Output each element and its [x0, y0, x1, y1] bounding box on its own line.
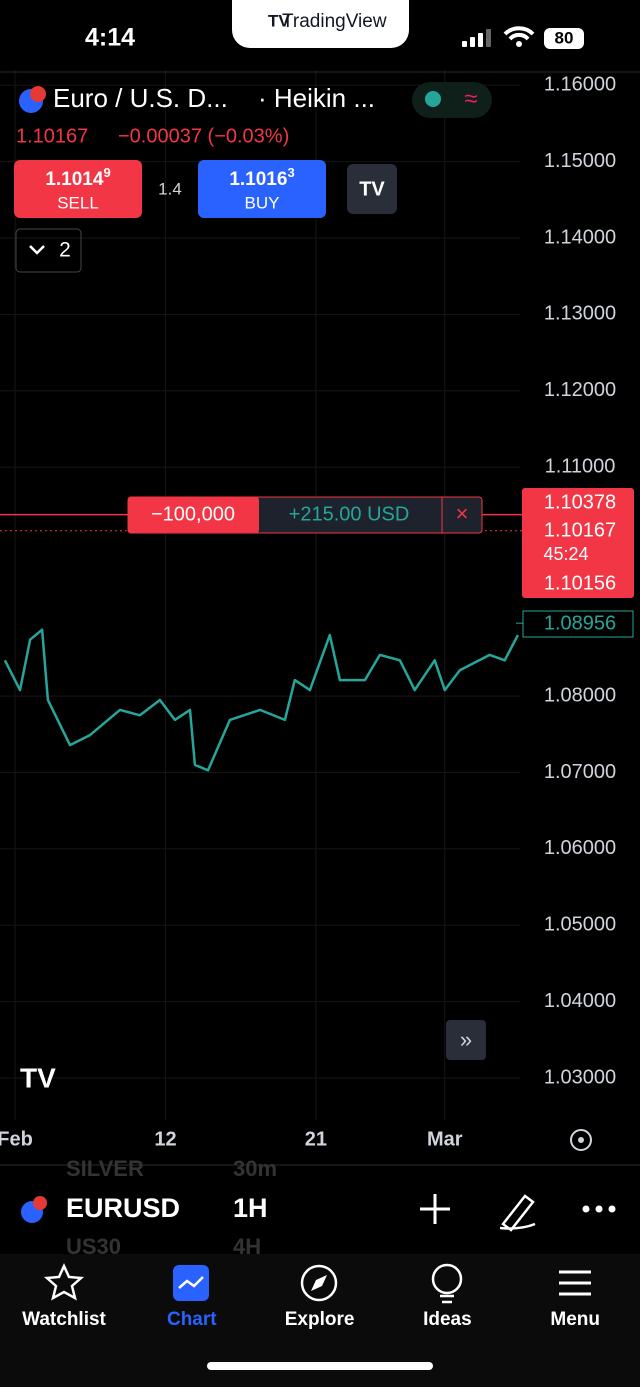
y-tick-label: 1.08000: [544, 684, 616, 706]
watchlist-icon: [43, 1262, 85, 1301]
x-tick-label: Mar: [427, 1128, 463, 1150]
app-name: TradingView: [282, 11, 387, 32]
bar-countdown: 45:24: [543, 544, 588, 564]
signal-icon: [462, 29, 491, 47]
position-pnl: +215.00 USD: [289, 503, 410, 525]
y-tick-label: 1.13000: [544, 303, 616, 325]
ghost-symbol: SILVER: [66, 1156, 144, 1181]
x-tick-label: 12: [154, 1128, 176, 1150]
chart-style[interactable]: · Heikin ...: [258, 83, 375, 113]
bid-price-label: 1.10156: [544, 572, 616, 594]
chevron: [29, 245, 45, 255]
sell-price: 1.10149: [45, 165, 110, 190]
tab-label[interactable]: Menu: [550, 1309, 600, 1330]
market-status[interactable]: [412, 82, 492, 118]
buy-label: BUY: [245, 193, 280, 212]
x-tick-label: 21: [305, 1128, 327, 1150]
ideas-icon: [431, 1263, 463, 1295]
last-price: 1.10167: [16, 125, 88, 147]
interval-selector[interactable]: 1H: [233, 1193, 268, 1223]
sell-label: SELL: [57, 193, 99, 212]
more-button[interactable]: [582, 1205, 616, 1213]
wifi-icon: [503, 26, 535, 41]
scroll-to-latest[interactable]: [446, 1020, 486, 1060]
battery: [544, 28, 584, 49]
y-tick-label: 1.06000: [544, 837, 616, 859]
y-tick-label: 1.03000: [544, 1066, 616, 1088]
sell-button[interactable]: [14, 160, 142, 218]
status-time: 4:14: [85, 24, 135, 52]
add-button[interactable]: [420, 1194, 450, 1224]
last-price-label: 1.10167: [544, 519, 616, 541]
position-quantity-box: [128, 497, 259, 533]
flag-us: [33, 1196, 47, 1210]
entry-price-label: 1.10378: [544, 491, 616, 513]
status-wave: ≈: [464, 85, 477, 112]
buy-price: 1.10163: [229, 165, 294, 190]
scroll-icon: »: [460, 1027, 472, 1052]
price-label-box: [522, 488, 634, 598]
broker-button[interactable]: [347, 164, 397, 214]
settings-icon[interactable]: [570, 1129, 592, 1151]
watermark-logo: TV: [20, 1062, 56, 1093]
current-price-box: [522, 610, 634, 638]
collapse-button[interactable]: [15, 228, 82, 273]
close-position[interactable]: ×: [456, 501, 469, 526]
ideas-base: [440, 1294, 454, 1304]
y-tick-label: 1.11000: [545, 455, 616, 477]
x-tick-label: Feb: [0, 1128, 33, 1150]
status-dot: [425, 91, 441, 107]
wifi-dot: [516, 41, 522, 47]
price-line: [3, 628, 520, 772]
app-pill: [232, 0, 409, 48]
app-logo: TV: [268, 11, 290, 30]
ghost-interval: 30m: [233, 1156, 277, 1181]
spread: 1.4: [158, 179, 182, 198]
symbol-selector[interactable]: EURUSD: [66, 1193, 180, 1223]
explore-needle: [311, 1275, 327, 1291]
broker-logo: TV: [359, 178, 385, 200]
y-tick-label: 1.07000: [544, 761, 616, 783]
tab-label[interactable]: Chart: [167, 1309, 217, 1330]
position-quantity: −100,000: [151, 503, 235, 525]
y-tick-label: 1.16000: [544, 74, 616, 96]
y-tick-label: 1.15000: [544, 150, 616, 172]
chart-icon-line: [178, 1276, 204, 1289]
y-tick-label: 1.14000: [544, 226, 616, 248]
explore-icon: [300, 1264, 338, 1302]
symbol-name[interactable]: Euro / U.S. D...: [53, 83, 228, 113]
menu-icon: [559, 1270, 591, 1296]
tab-label[interactable]: Watchlist: [22, 1309, 106, 1330]
buy-button[interactable]: [198, 160, 326, 218]
tab-label[interactable]: Explore: [285, 1309, 355, 1330]
tab-label[interactable]: Ideas: [423, 1309, 472, 1330]
draw-button[interactable]: [499, 1194, 536, 1232]
price-change: −0.00037 (−0.03%): [118, 125, 289, 147]
y-tick-label: 1.12000: [544, 379, 616, 401]
battery-level: 80: [555, 28, 574, 47]
flag-us: [30, 86, 46, 102]
y-tick-label: 1.04000: [544, 990, 616, 1012]
current-price-label: 1.08956: [544, 612, 616, 634]
y-tick-label: 1.05000: [544, 914, 616, 936]
home-indicator: [207, 1362, 433, 1370]
collapsed-count: 2: [59, 239, 71, 262]
settings-dot: [578, 1137, 584, 1143]
